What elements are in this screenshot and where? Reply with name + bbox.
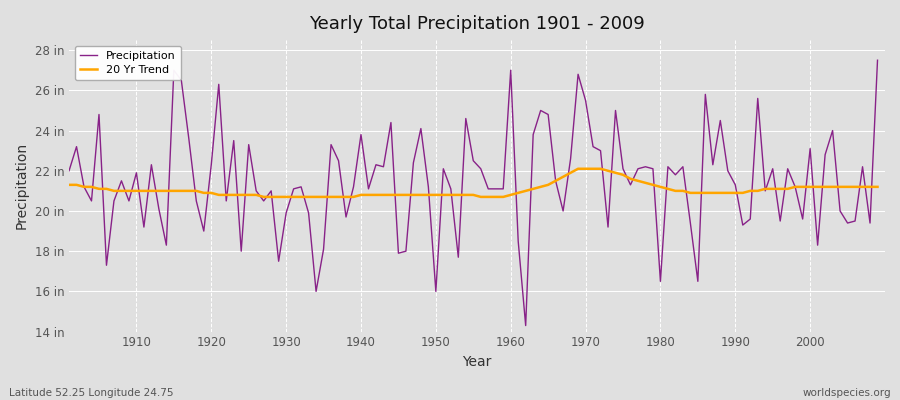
20 Yr Trend (513, 190, 524, 195)
Precipitation (64, 168, 75, 173)
Precipitation (505, 68, 516, 73)
Precipitation (520, 323, 531, 328)
20 Yr Trend (572, 166, 583, 171)
20 Yr Trend (64, 182, 75, 187)
Title: Yearly Total Precipitation 1901 - 2009: Yearly Total Precipitation 1901 - 2009 (309, 15, 645, 33)
Text: Latitude 52.25 Longitude 24.75: Latitude 52.25 Longitude 24.75 (9, 388, 174, 398)
20 Yr Trend (258, 194, 269, 199)
20 Yr Trend (296, 194, 307, 199)
Precipitation (872, 58, 883, 63)
Precipitation (603, 225, 614, 230)
Line: Precipitation: Precipitation (69, 60, 878, 326)
Legend: Precipitation, 20 Yr Trend: Precipitation, 20 Yr Trend (75, 46, 181, 80)
20 Yr Trend (610, 170, 621, 175)
Precipitation (123, 198, 134, 203)
Precipitation (333, 158, 344, 163)
20 Yr Trend (123, 188, 134, 193)
Precipitation (498, 186, 508, 191)
Y-axis label: Precipitation: Precipitation (15, 142, 29, 230)
20 Yr Trend (872, 184, 883, 189)
Line: 20 Yr Trend: 20 Yr Trend (69, 169, 878, 197)
Precipitation (288, 186, 299, 191)
20 Yr Trend (340, 194, 351, 199)
20 Yr Trend (505, 192, 516, 197)
X-axis label: Year: Year (463, 355, 491, 369)
Text: worldspecies.org: worldspecies.org (803, 388, 891, 398)
